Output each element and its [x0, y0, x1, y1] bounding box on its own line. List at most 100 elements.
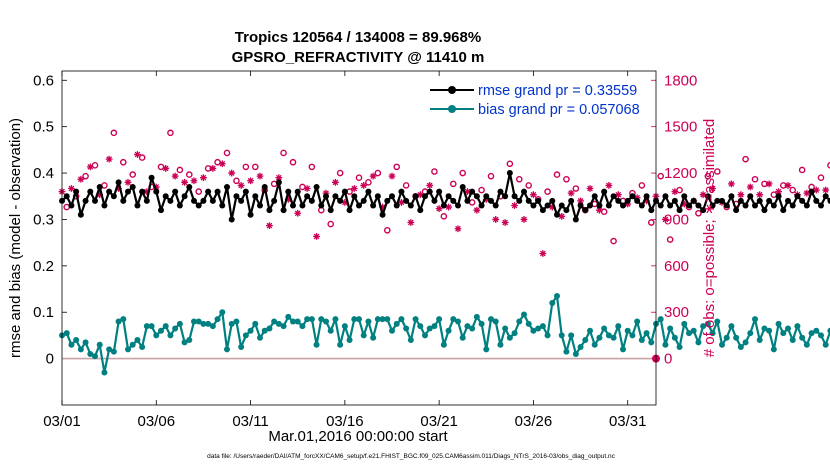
rmse-point	[473, 193, 480, 200]
rmse-point	[92, 197, 98, 204]
obs-assimilated-marker	[812, 186, 820, 194]
obs-assimilated-marker	[530, 191, 537, 199]
y2-tick-label: 1500	[664, 119, 697, 136]
bias-point	[502, 325, 509, 332]
obs-possible-marker	[478, 186, 485, 194]
obs-possible-marker	[525, 182, 533, 189]
rmse-point	[374, 193, 381, 200]
rmse-point	[766, 197, 773, 204]
bias-point	[742, 339, 749, 346]
obs-assimilated-marker	[586, 185, 594, 192]
rmse-point	[252, 193, 259, 200]
obs-assimilated-marker	[407, 219, 415, 226]
bias-point	[96, 341, 103, 348]
rmse-point	[488, 197, 494, 204]
bias-point	[389, 327, 395, 334]
rmse-point	[492, 202, 499, 209]
bias-point	[106, 346, 113, 353]
rmse-point	[148, 174, 155, 181]
obs-assimilated-marker	[77, 175, 85, 183]
rmse-point	[643, 193, 650, 200]
obs-possible-marker	[402, 182, 410, 189]
rmse-point	[464, 197, 471, 204]
bias-point	[214, 316, 221, 323]
bias-point	[247, 327, 254, 334]
obs-possible-marker	[251, 163, 259, 171]
obs-possible-marker	[695, 209, 702, 217]
obs-assimilated-marker	[501, 219, 509, 226]
rmse-point	[96, 183, 103, 190]
bias-point	[181, 339, 188, 346]
bias-point	[521, 311, 527, 318]
bias-point	[238, 344, 245, 351]
rmse-point	[110, 193, 117, 200]
rmse-point	[153, 188, 160, 195]
bias-point	[304, 316, 311, 323]
rmse-point	[605, 202, 612, 209]
rmse-point	[63, 193, 70, 200]
rmse-point	[742, 202, 749, 209]
bias-point	[667, 325, 674, 332]
bias-point	[530, 327, 537, 334]
bias-point	[351, 316, 358, 323]
rmse-point	[266, 207, 273, 214]
bias-point	[450, 316, 457, 323]
obs-assimilated-marker	[171, 172, 179, 180]
y-tick-label: 0	[46, 351, 54, 368]
bias-point	[695, 339, 702, 346]
rmse-point	[591, 193, 598, 200]
bias-point	[704, 320, 711, 327]
bias-point	[92, 353, 98, 360]
bias-point	[445, 327, 452, 334]
rmse-point	[539, 207, 546, 214]
rmse-point	[275, 179, 282, 186]
obs-possible-marker	[553, 171, 561, 178]
bias-point	[120, 316, 127, 323]
rmse-point	[191, 197, 197, 204]
rmse-point	[384, 197, 391, 204]
obs-assimilated-marker	[275, 174, 283, 182]
rmse-point	[120, 197, 127, 204]
bias-point	[261, 327, 268, 334]
rmse-point	[228, 216, 235, 223]
obs-assimilated-marker	[124, 178, 132, 186]
rmse-point	[785, 197, 791, 204]
rmse-point	[478, 202, 485, 209]
bias-point	[379, 316, 386, 323]
bias-point	[153, 332, 160, 339]
obs-assimilated-marker	[332, 178, 339, 186]
bias-point	[125, 346, 131, 353]
bias-point	[313, 341, 320, 348]
rmse-point	[356, 202, 362, 209]
rmse-point	[238, 197, 245, 204]
obs-possible-marker	[431, 168, 438, 175]
chart-title: Tropics 120564 / 134008 = 89.968%	[235, 29, 481, 46]
obs-assimilated-marker	[520, 216, 528, 223]
rmse-point	[582, 207, 589, 214]
rmse-point	[535, 197, 542, 204]
obs-possible-marker	[280, 149, 287, 157]
bias-point	[294, 318, 301, 325]
obs-assimilated-marker	[341, 199, 349, 206]
y2-tick-label: 600	[664, 258, 689, 275]
data-file-footnote: data file: /Users/raeder/DAI/ATM_forcXX/…	[207, 453, 616, 460]
rmse-point	[158, 207, 164, 214]
rmse-point	[172, 188, 179, 195]
x-tick-labels: 03/01 03/06 03/11 03/16 03/21 03/26 03/31	[43, 413, 646, 430]
rmse-point	[601, 188, 608, 195]
obs-assimilated-marker	[388, 172, 396, 180]
bias-point	[723, 334, 730, 341]
obs-assimilated-marker	[596, 206, 603, 214]
rmse-point	[780, 207, 787, 214]
plot-area	[62, 71, 656, 405]
rmse-point	[525, 197, 532, 204]
rmse-point	[506, 170, 513, 177]
bias-point	[384, 316, 391, 323]
obs-assimilated-marker	[105, 155, 113, 163]
obs-assimilated-marker	[633, 194, 641, 202]
bias-point	[554, 292, 560, 299]
rmse-point	[261, 183, 268, 190]
bias-point	[407, 337, 414, 344]
rmse-point	[214, 188, 221, 195]
